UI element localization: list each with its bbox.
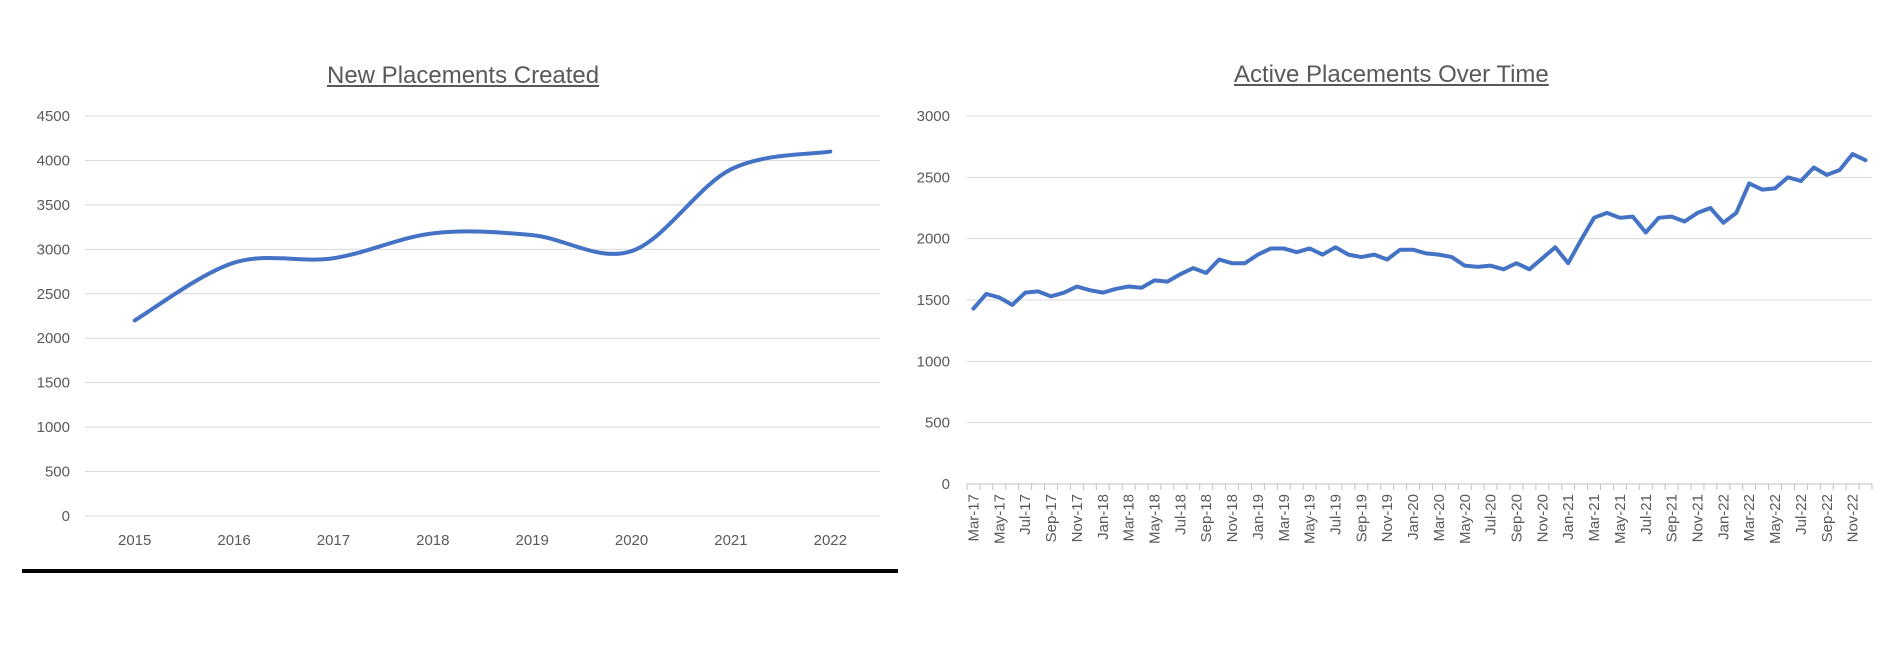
x-tick-label: Mar-18: [1121, 494, 1138, 542]
y-tick-label: 2500: [37, 286, 70, 303]
x-tick-label: Sep-17: [1043, 494, 1060, 542]
x-tick-label: Mar-22: [1741, 494, 1758, 542]
x-tick-label: Jan-22: [1715, 494, 1732, 540]
x-tick-label: Jul-22: [1793, 494, 1810, 535]
x-tick-label: Nov-18: [1224, 494, 1241, 542]
y-tick-label: 3000: [917, 108, 950, 125]
y-tick-label: 4000: [37, 152, 70, 169]
y-tick-label: 2000: [917, 231, 950, 248]
x-tick-label: May-20: [1457, 494, 1474, 544]
y-tick-label: 500: [925, 415, 950, 432]
y-tick-label: 3500: [37, 197, 70, 214]
y-tick-label: 1500: [37, 375, 70, 392]
y-tick-label: 2000: [37, 330, 70, 347]
x-tick-label: May-21: [1612, 494, 1629, 544]
x-tick-label: Sep-22: [1819, 494, 1836, 542]
x-tick-label: Jul-19: [1327, 494, 1344, 535]
x-tick-label: 2019: [516, 532, 549, 549]
x-tick-label: Nov-21: [1689, 494, 1706, 542]
series-line: [132, 149, 833, 323]
x-tick-label: 2018: [416, 532, 449, 549]
x-tick-label: Mar-21: [1586, 494, 1603, 542]
x-tick-label: Mar-17: [965, 494, 982, 542]
x-tick-label: 2021: [714, 532, 747, 549]
x-tick-label: Sep-19: [1353, 494, 1370, 542]
y-tick-label: 1000: [917, 353, 950, 370]
y-tick-label: 2500: [917, 169, 950, 186]
x-tick-label: Sep-18: [1198, 494, 1215, 542]
y-tick-label: 1000: [37, 419, 70, 436]
x-tick-label: May-22: [1767, 494, 1784, 544]
x-tick-label: 2020: [615, 532, 648, 549]
y-tick-label: 0: [942, 476, 950, 493]
x-tick-label: May-18: [1146, 494, 1163, 544]
x-tick-label: 2017: [317, 532, 350, 549]
x-tick-label: Jan-20: [1405, 494, 1422, 540]
x-tick-label: Jul-17: [1017, 494, 1034, 535]
y-tick-label: 1500: [917, 292, 950, 309]
x-tick-label: Jan-18: [1095, 494, 1112, 540]
x-tick-label: Sep-20: [1508, 494, 1525, 542]
y-tick-label: 0: [62, 508, 70, 525]
x-tick-label: Jul-18: [1172, 494, 1189, 535]
chart-title-new-placements: New Placements Created: [327, 62, 600, 89]
y-tick-label: 4500: [37, 108, 70, 125]
series-line: [971, 152, 1868, 311]
x-tick-label: May-17: [991, 494, 1008, 544]
y-tick-label: 500: [45, 464, 70, 481]
x-tick-label: Nov-19: [1379, 494, 1396, 542]
x-tick-label: 2016: [217, 532, 250, 549]
x-tick-label: May-19: [1302, 494, 1319, 544]
chart-new-placements: 0 500 1000 1500 2000 2500 3000 3500 4000 4500 2015…: [37, 108, 880, 549]
x-tick-label: Nov-17: [1069, 494, 1086, 542]
x-tick-label: Mar-20: [1431, 494, 1448, 542]
x-tick-label: Jul-20: [1483, 494, 1500, 535]
x-tick-label: Nov-20: [1534, 494, 1551, 542]
y-tick-label: 3000: [37, 241, 70, 258]
x-tick-label: Nov-22: [1845, 494, 1862, 542]
x-tick-label: Jan-21: [1560, 494, 1577, 540]
chart-active-placements: 0 500 1000 1500 2000 2500 3000 Mar-17 May-17 Jul-…: [917, 108, 1873, 544]
x-tick-label: 2022: [814, 532, 847, 549]
x-tick-label: Jan-19: [1250, 494, 1267, 540]
x-tick-label: Jul-21: [1638, 494, 1655, 535]
x-tick-label: Mar-19: [1276, 494, 1293, 542]
x-tick-label: Sep-21: [1664, 494, 1681, 542]
chart-title-active-placements: Active Placements Over Time: [1234, 61, 1549, 88]
x-tick-label: 2015: [118, 532, 151, 549]
